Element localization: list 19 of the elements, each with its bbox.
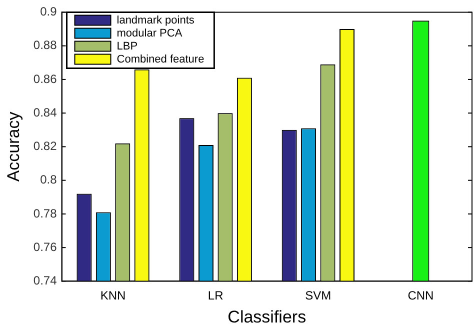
x-tick-label: CNN	[408, 288, 434, 303]
legend-label: Combined feature	[116, 54, 204, 66]
y-tick-label: 0.88	[33, 38, 58, 52]
legend-label: LBP	[116, 40, 138, 53]
x-axis-title: Classifiers	[228, 307, 306, 326]
y-tick-label: 0.86	[33, 72, 58, 86]
y-tick-label: 0.8	[40, 172, 58, 187]
x-tick-label: LR	[208, 288, 224, 303]
legend-label: landmark points	[116, 14, 195, 27]
x-tick-label: SVM	[305, 288, 332, 303]
y-tick-label: 0.76	[33, 240, 58, 254]
y-tick-label: 0.9	[40, 4, 58, 19]
y-tick-label: 0.82	[33, 139, 58, 154]
y-tick-label: 0.84	[33, 105, 58, 120]
y-axis-title: Accuracy	[4, 111, 23, 182]
legend-label: modular PCA	[116, 28, 183, 40]
y-tick-label: 0.74	[33, 274, 58, 288]
y-tick-label: 0.78	[33, 206, 58, 220]
x-tick-label: KNN	[100, 288, 126, 303]
